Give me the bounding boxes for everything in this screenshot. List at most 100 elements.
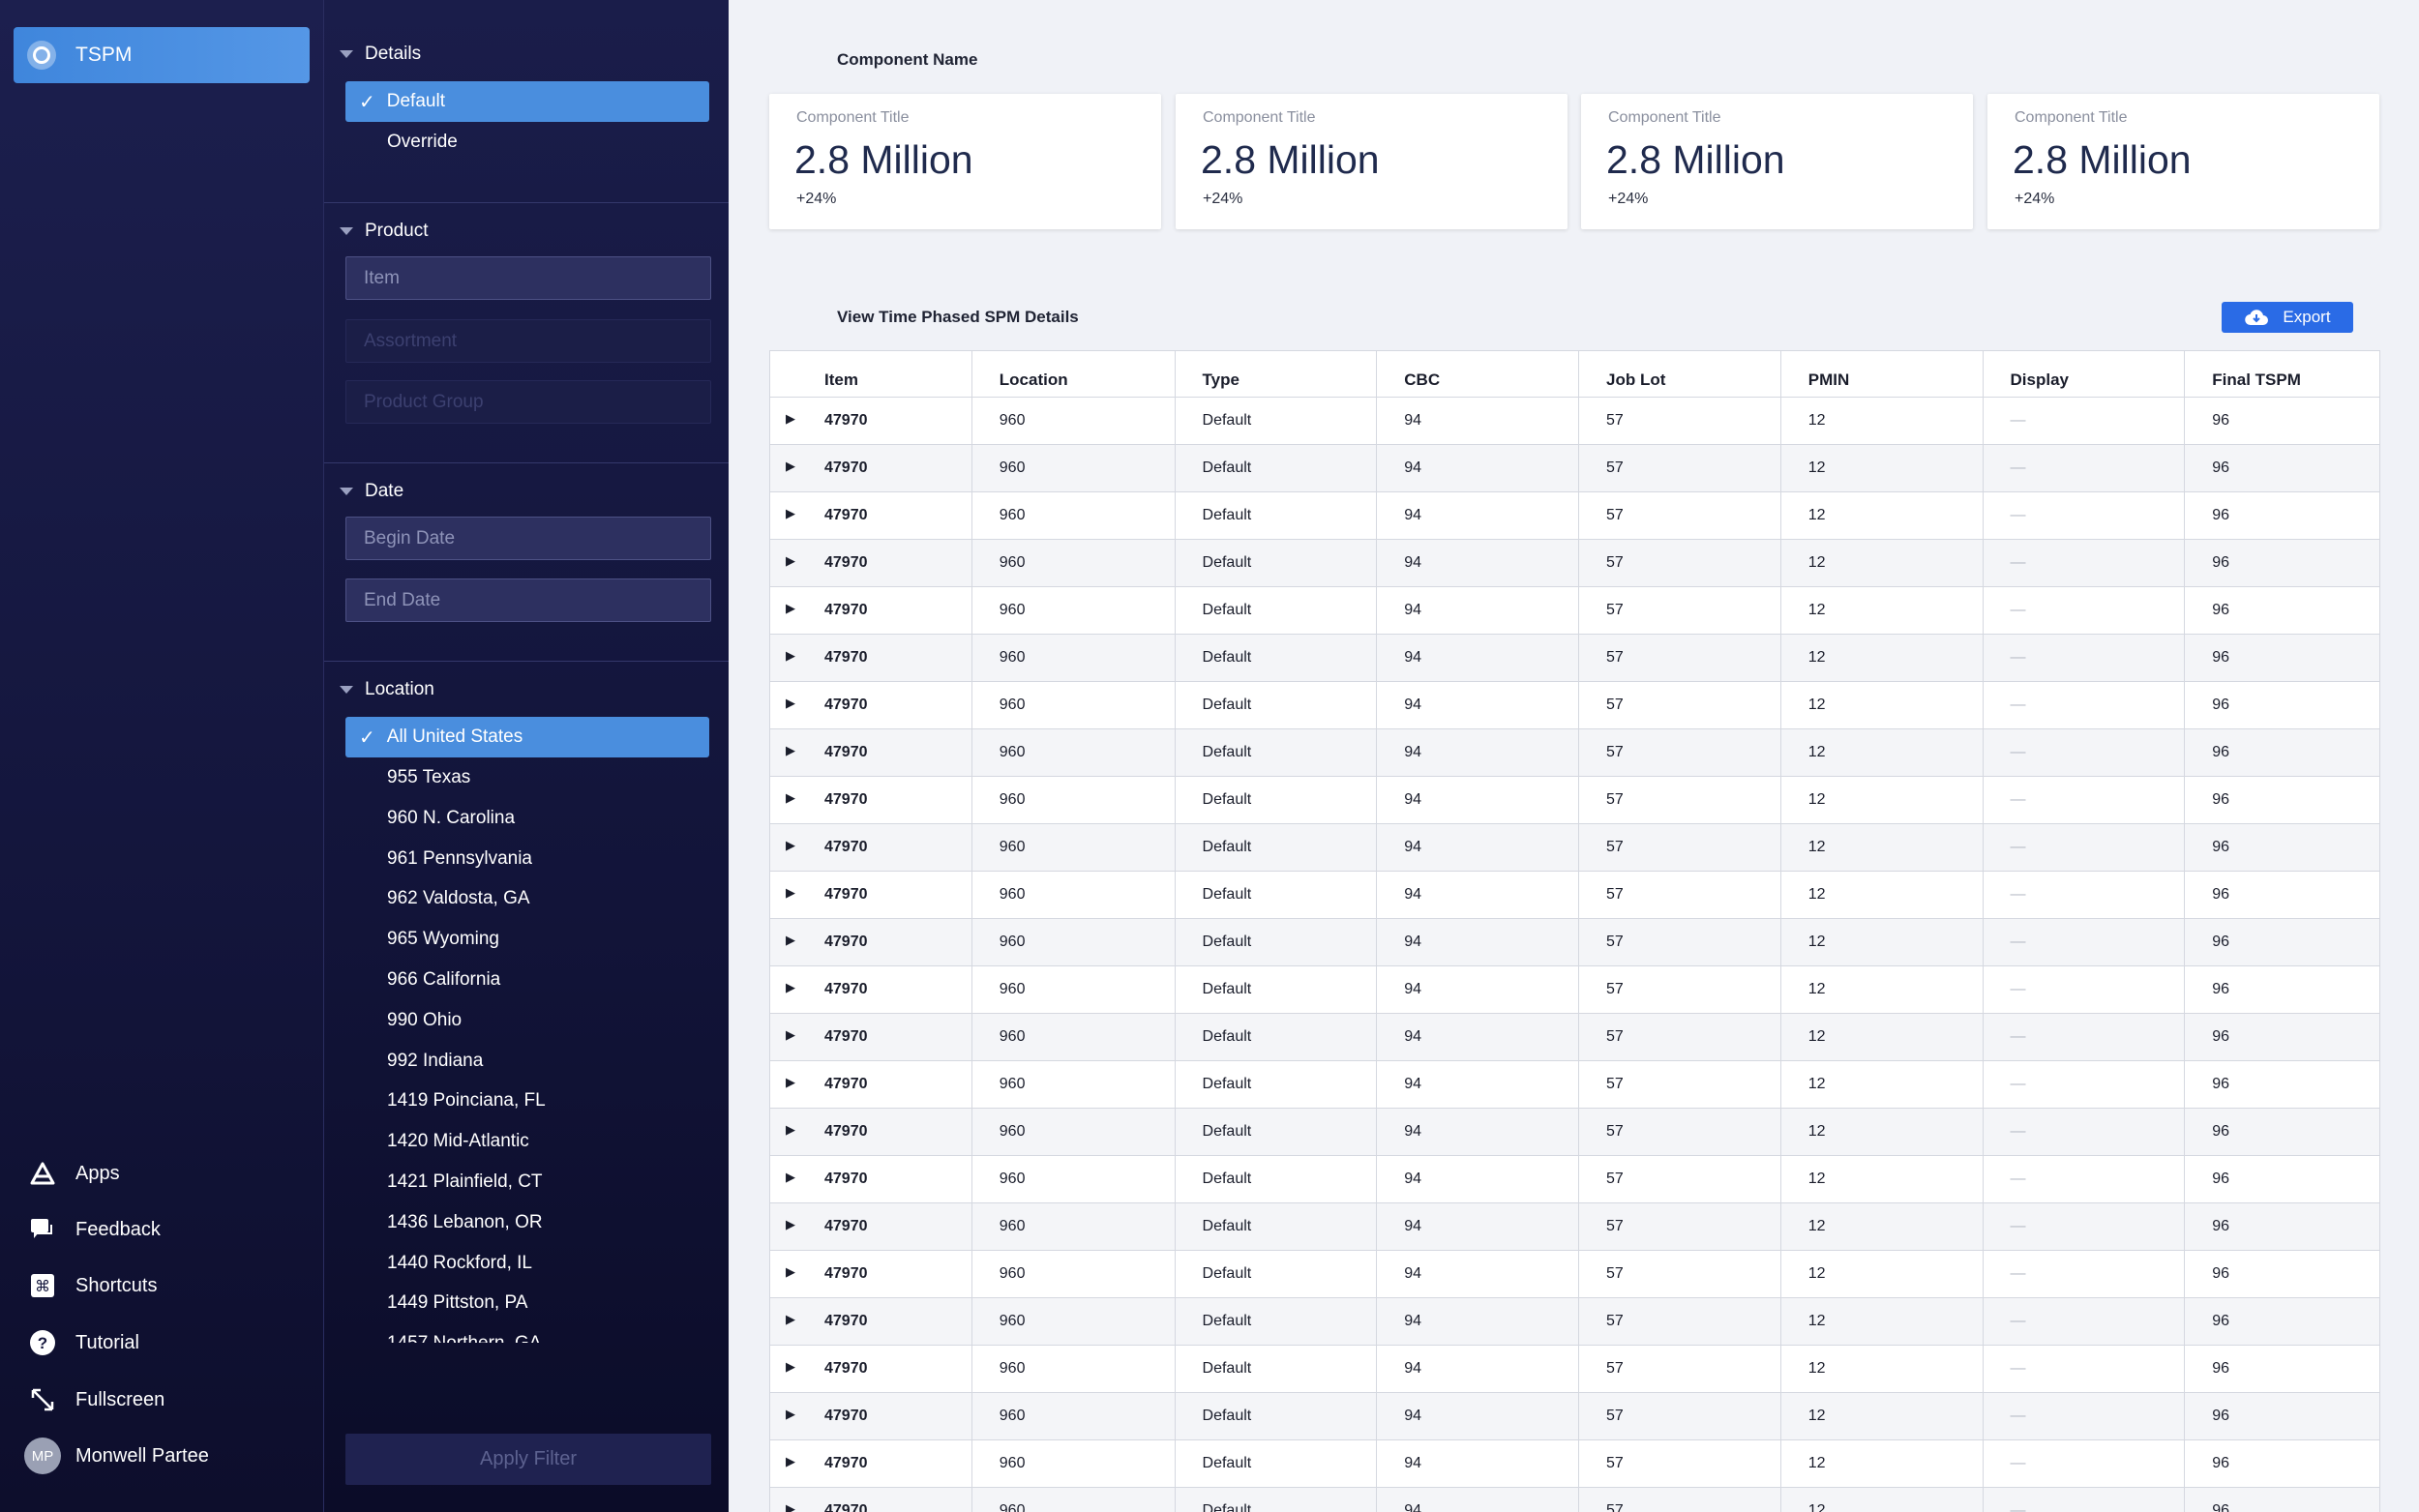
- nav-item-shortcuts[interactable]: ⌘ Shortcuts: [0, 1262, 323, 1309]
- table-row[interactable]: ▶ 47970 960 Default 94 57 12— 96: [770, 682, 2379, 729]
- table-row[interactable]: ▶ 47970 960 Default 94 57 12— 96: [770, 1014, 2379, 1061]
- location-option[interactable]: 1440 Rockford, IL: [345, 1243, 709, 1284]
- table-row[interactable]: ▶ 47970 960 Default 94 57 12— 96: [770, 587, 2379, 635]
- expand-row-icon[interactable]: ▶: [786, 1407, 795, 1421]
- table-row[interactable]: ▶ 47970 960 Default 94 57 12— 96: [770, 1346, 2379, 1393]
- expand-row-icon[interactable]: ▶: [786, 1122, 795, 1137]
- export-button[interactable]: Export: [2222, 302, 2353, 333]
- nav-item-apps[interactable]: Apps: [0, 1150, 323, 1197]
- expand-row-icon[interactable]: ▶: [786, 1312, 795, 1326]
- column-header-pmin[interactable]: PMIN: [1781, 351, 1984, 397]
- details-option-default[interactable]: ✓ Default: [345, 81, 709, 122]
- location-option[interactable]: 990 Ohio: [345, 1000, 709, 1041]
- table-row[interactable]: ▶ 47970 960 Default 94 57 12— 96: [770, 540, 2379, 587]
- nav-item-tutorial[interactable]: ? Tutorial: [0, 1319, 323, 1366]
- item-input[interactable]: Item: [345, 256, 711, 300]
- table-row[interactable]: ▶ 47970 960 Default 94 57 12— 96: [770, 919, 2379, 966]
- column-header-cbc[interactable]: CBC: [1377, 351, 1580, 397]
- table-row[interactable]: ▶ 47970 960 Default 94 57 12— 96: [770, 398, 2379, 445]
- expand-row-icon[interactable]: ▶: [786, 1027, 795, 1042]
- table-row[interactable]: ▶ 47970 960 Default 94 57 12— 96: [770, 1488, 2379, 1512]
- location-option[interactable]: 960 N. Carolina: [345, 798, 709, 839]
- column-header-item[interactable]: Item: [770, 351, 972, 397]
- location-section-toggle[interactable]: Location: [340, 679, 434, 700]
- column-header-display[interactable]: Display: [1984, 351, 2186, 397]
- table-cell-job-lot: 57: [1579, 682, 1781, 728]
- option-label: 962 Valdosta, GA: [387, 888, 530, 909]
- expand-row-icon[interactable]: ▶: [786, 696, 795, 710]
- expand-row-icon[interactable]: ▶: [786, 1359, 795, 1374]
- expand-row-icon[interactable]: ▶: [786, 980, 795, 994]
- date-section-toggle[interactable]: Date: [340, 481, 403, 502]
- location-option[interactable]: 962 Valdosta, GA: [345, 878, 709, 919]
- table-cell-cbc: 94: [1377, 1203, 1580, 1250]
- table-cell-job-lot: 57: [1579, 1440, 1781, 1487]
- product-section-toggle[interactable]: Product: [340, 221, 428, 242]
- table-row[interactable]: ▶ 47970 960 Default 94 57 12— 96: [770, 729, 2379, 777]
- location-option[interactable]: 1449 Pittston, PA: [345, 1283, 709, 1323]
- location-option-all-united-states[interactable]: ✓ All United States: [345, 717, 709, 757]
- location-option[interactable]: 1421 Plainfield, CT: [345, 1162, 709, 1202]
- table-row[interactable]: ▶ 47970 960 Default 94 57 12— 96: [770, 635, 2379, 682]
- table-row[interactable]: ▶ 47970 960 Default 94 57 12— 96: [770, 1393, 2379, 1440]
- location-option[interactable]: 1420 Mid-Atlantic: [345, 1121, 709, 1162]
- table-row[interactable]: ▶ 47970 960 Default 94 57 12— 96: [770, 777, 2379, 824]
- expand-row-icon[interactable]: ▶: [786, 1501, 795, 1512]
- table-cell-display: —: [1984, 1440, 2186, 1487]
- app-tab-tspm[interactable]: TSPM: [14, 27, 310, 83]
- location-option[interactable]: 1436 Lebanon, OR: [345, 1202, 709, 1243]
- option-label: 1457 Northern, GA: [387, 1333, 541, 1343]
- table-row[interactable]: ▶ 47970 960 Default 94 57 12— 96: [770, 1109, 2379, 1156]
- column-header-location[interactable]: Location: [972, 351, 1176, 397]
- column-header-type[interactable]: Type: [1176, 351, 1378, 397]
- expand-row-icon[interactable]: ▶: [786, 648, 795, 663]
- expand-row-icon[interactable]: ▶: [786, 1075, 795, 1089]
- column-header-final-tspm[interactable]: Final TSPM: [2212, 370, 2301, 389]
- table-row[interactable]: ▶ 47970 960 Default 94 57 12— 96: [770, 1251, 2379, 1298]
- expand-row-icon[interactable]: ▶: [786, 1170, 795, 1184]
- expand-row-icon[interactable]: ▶: [786, 601, 795, 615]
- nav-item-fullscreen[interactable]: Fullscreen: [0, 1377, 323, 1423]
- expand-row-icon[interactable]: ▶: [786, 885, 795, 900]
- expand-row-icon[interactable]: ▶: [786, 790, 795, 805]
- details-section-toggle[interactable]: Details: [340, 44, 421, 65]
- location-option[interactable]: 1419 Poinciana, FL: [345, 1081, 709, 1121]
- expand-row-icon[interactable]: ▶: [786, 1264, 795, 1279]
- location-option[interactable]: 965 Wyoming: [345, 919, 709, 960]
- end-date-input[interactable]: End Date: [345, 578, 711, 622]
- table-row[interactable]: ▶ 47970 960 Default 94 57 12— 96: [770, 824, 2379, 872]
- location-option[interactable]: 961 Pennsylvania: [345, 839, 709, 879]
- table-row[interactable]: ▶ 47970 960 Default 94 57 12— 96: [770, 872, 2379, 919]
- location-option[interactable]: 992 Indiana: [345, 1041, 709, 1082]
- expand-row-icon[interactable]: ▶: [786, 1217, 795, 1231]
- begin-date-input[interactable]: Begin Date: [345, 517, 711, 560]
- item-value: 47970: [824, 412, 868, 429]
- table-row[interactable]: ▶ 47970 960 Default 94 57 12— 96: [770, 1203, 2379, 1251]
- table-row[interactable]: ▶ 47970 960 Default 94 57 12— 96: [770, 492, 2379, 540]
- table-row[interactable]: ▶ 47970 960 Default 94 57 12— 96: [770, 445, 2379, 492]
- location-option[interactable]: 1457 Northern, GA: [345, 1323, 709, 1343]
- expand-row-icon[interactable]: ▶: [786, 838, 795, 852]
- expand-row-icon[interactable]: ▶: [786, 743, 795, 757]
- location-option[interactable]: 955 Texas: [345, 757, 709, 798]
- expand-row-icon[interactable]: ▶: [786, 933, 795, 947]
- expand-row-icon[interactable]: ▶: [786, 411, 795, 426]
- table-row[interactable]: ▶ 47970 960 Default 94 57 12— 96: [770, 1156, 2379, 1203]
- nav-item-feedback[interactable]: Feedback: [0, 1206, 323, 1253]
- expand-row-icon[interactable]: ▶: [786, 506, 795, 520]
- expand-row-icon[interactable]: ▶: [786, 1454, 795, 1468]
- table-row[interactable]: ▶ 47970 960 Default 94 57 12— 96: [770, 1298, 2379, 1346]
- apply-filter-button[interactable]: Apply Filter: [345, 1434, 711, 1485]
- location-option[interactable]: 966 California: [345, 960, 709, 1000]
- table-cell-cbc: 94: [1377, 1251, 1580, 1297]
- user-profile[interactable]: MP Monwell Partee: [0, 1433, 323, 1479]
- table-row[interactable]: ▶ 47970 960 Default 94 57 12— 96: [770, 1440, 2379, 1488]
- details-option-override[interactable]: Override: [345, 122, 709, 163]
- table-row[interactable]: ▶ 47970 960 Default 94 57 12— 96: [770, 1061, 2379, 1109]
- collapse-triangle-icon: [340, 686, 353, 694]
- item-value: 47970: [824, 649, 868, 666]
- expand-row-icon[interactable]: ▶: [786, 553, 795, 568]
- expand-row-icon[interactable]: ▶: [786, 459, 795, 473]
- table-row[interactable]: ▶ 47970 960 Default 94 57 12— 96: [770, 966, 2379, 1014]
- column-header-job-lot[interactable]: Job Lot: [1579, 351, 1781, 397]
